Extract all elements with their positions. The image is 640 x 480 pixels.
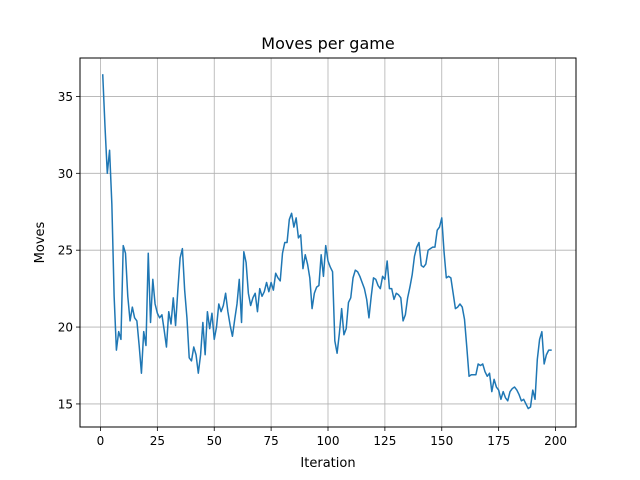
y-tick-label: 30	[58, 167, 73, 181]
y-tick-label: 35	[58, 90, 73, 104]
y-tick-label: 15	[58, 397, 73, 411]
y-axis-label: Moves	[33, 221, 48, 263]
x-tick-label: 75	[263, 434, 278, 448]
x-tick-label: 125	[373, 434, 396, 448]
x-tick-label: 25	[150, 434, 165, 448]
x-tick-label: 200	[544, 434, 567, 448]
x-tick-label: 50	[207, 434, 222, 448]
chart-title: Moves per game	[261, 34, 394, 53]
x-tick-label: 0	[97, 434, 105, 448]
x-tick-label: 175	[487, 434, 510, 448]
y-tick-label: 25	[58, 244, 73, 258]
series-layer	[101, 74, 552, 410]
x-axis-label: Iteration	[300, 456, 355, 471]
x-tick-label: 100	[317, 434, 340, 448]
grid-layer	[80, 58, 576, 427]
y-tick-label: 20	[58, 321, 73, 335]
series-line	[101, 74, 552, 410]
tick-layer: 0 25 50 75 100 125 150 175 200 15 20 25 30 35	[58, 90, 567, 448]
x-tick-label: 150	[430, 434, 453, 448]
